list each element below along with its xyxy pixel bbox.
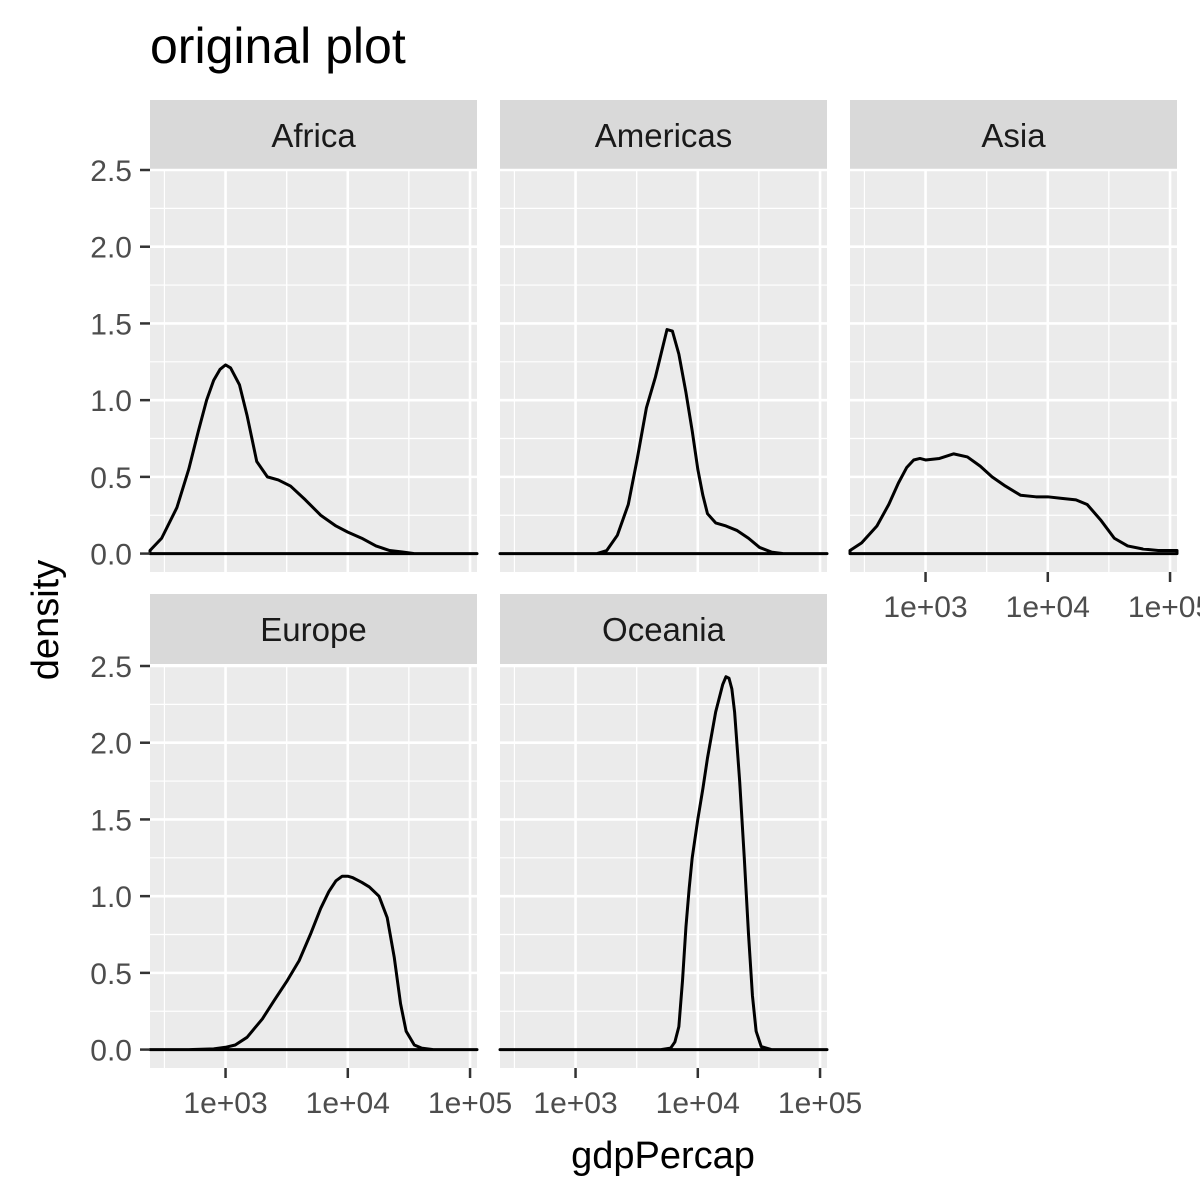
facet-strip-africa: [150, 100, 477, 170]
facet-panel-oceania: Oceania 1e+03 1e+04 1e+05: [498, 594, 862, 1120]
facet-strip-americas: [500, 100, 827, 170]
chart-title: original plot: [150, 18, 406, 74]
y-tick-label: 1.5: [90, 804, 132, 837]
facet-strip-label-asia: Asia: [981, 117, 1046, 154]
y-tick-label: 0.5: [90, 958, 132, 991]
facet-panel-europe: Europe 0.0 0.5 1.0 1.5 2.0 2.5 1e+03 1e+04 1e+05: [90, 594, 512, 1120]
facet-strip-label-americas: Americas: [595, 117, 733, 154]
facet-panel-americas: Americas: [498, 100, 829, 572]
x-tick-label: 1e+03: [883, 591, 967, 624]
facet-strip-asia: [850, 100, 1177, 170]
panel-background-asia: [850, 170, 1177, 572]
density-line-europe: [148, 874, 479, 1052]
y-tick-label: 1.0: [90, 385, 132, 418]
density-line-oceania: [498, 675, 829, 1052]
facet-strip-label-africa: Africa: [271, 117, 356, 154]
facet-panel-africa: Africa 0.0 0.5 1.0 1.5 2.0 2.5: [90, 100, 479, 572]
x-tick-label: 1e+05: [428, 1087, 512, 1120]
x-tick-label: 1e+03: [533, 1087, 617, 1120]
x-tick-label: 1e+03: [183, 1087, 267, 1120]
y-tick-label: 0.0: [90, 539, 132, 572]
y-tick-label: 2.5: [90, 155, 132, 188]
y-tick-label: 1.0: [90, 881, 132, 914]
facet-strip-europe: [150, 594, 477, 664]
facet-panels: Africa 0.0 0.5 1.0 1.5 2.0 2.5 Americas Asia 1e+0…: [90, 100, 1200, 1120]
x-tick-label: 1e+05: [778, 1087, 862, 1120]
panel-background-europe: [150, 666, 477, 1068]
x-tick-label: 1e+04: [656, 1087, 740, 1120]
y-tick-label: 0.5: [90, 462, 132, 495]
facet-strip-oceania: [500, 594, 827, 664]
panel-background-americas: [500, 170, 827, 572]
x-tick-label: 1e+05: [1128, 591, 1200, 624]
facet-strip-label-oceania: Oceania: [602, 611, 726, 648]
y-axis-title: density: [25, 560, 67, 680]
density-line-asia: [848, 452, 1179, 556]
x-tick-label: 1e+04: [306, 1087, 390, 1120]
density-line-africa: [148, 363, 479, 556]
facet-strip-label-europe: Europe: [260, 611, 366, 648]
density-line-americas: [498, 328, 829, 556]
facet-panel-asia: Asia 1e+03 1e+04 1e+05: [848, 100, 1200, 624]
panel-background-africa: [150, 170, 477, 572]
y-tick-label: 1.5: [90, 308, 132, 341]
y-tick-label: 2.0: [90, 728, 132, 761]
y-tick-label: 2.5: [90, 651, 132, 684]
x-axis-title: gdpPercap: [571, 1135, 755, 1177]
y-tick-label: 0.0: [90, 1035, 132, 1068]
y-tick-label: 2.0: [90, 232, 132, 265]
x-tick-label: 1e+04: [1006, 591, 1090, 624]
panel-background-oceania: [500, 666, 827, 1068]
